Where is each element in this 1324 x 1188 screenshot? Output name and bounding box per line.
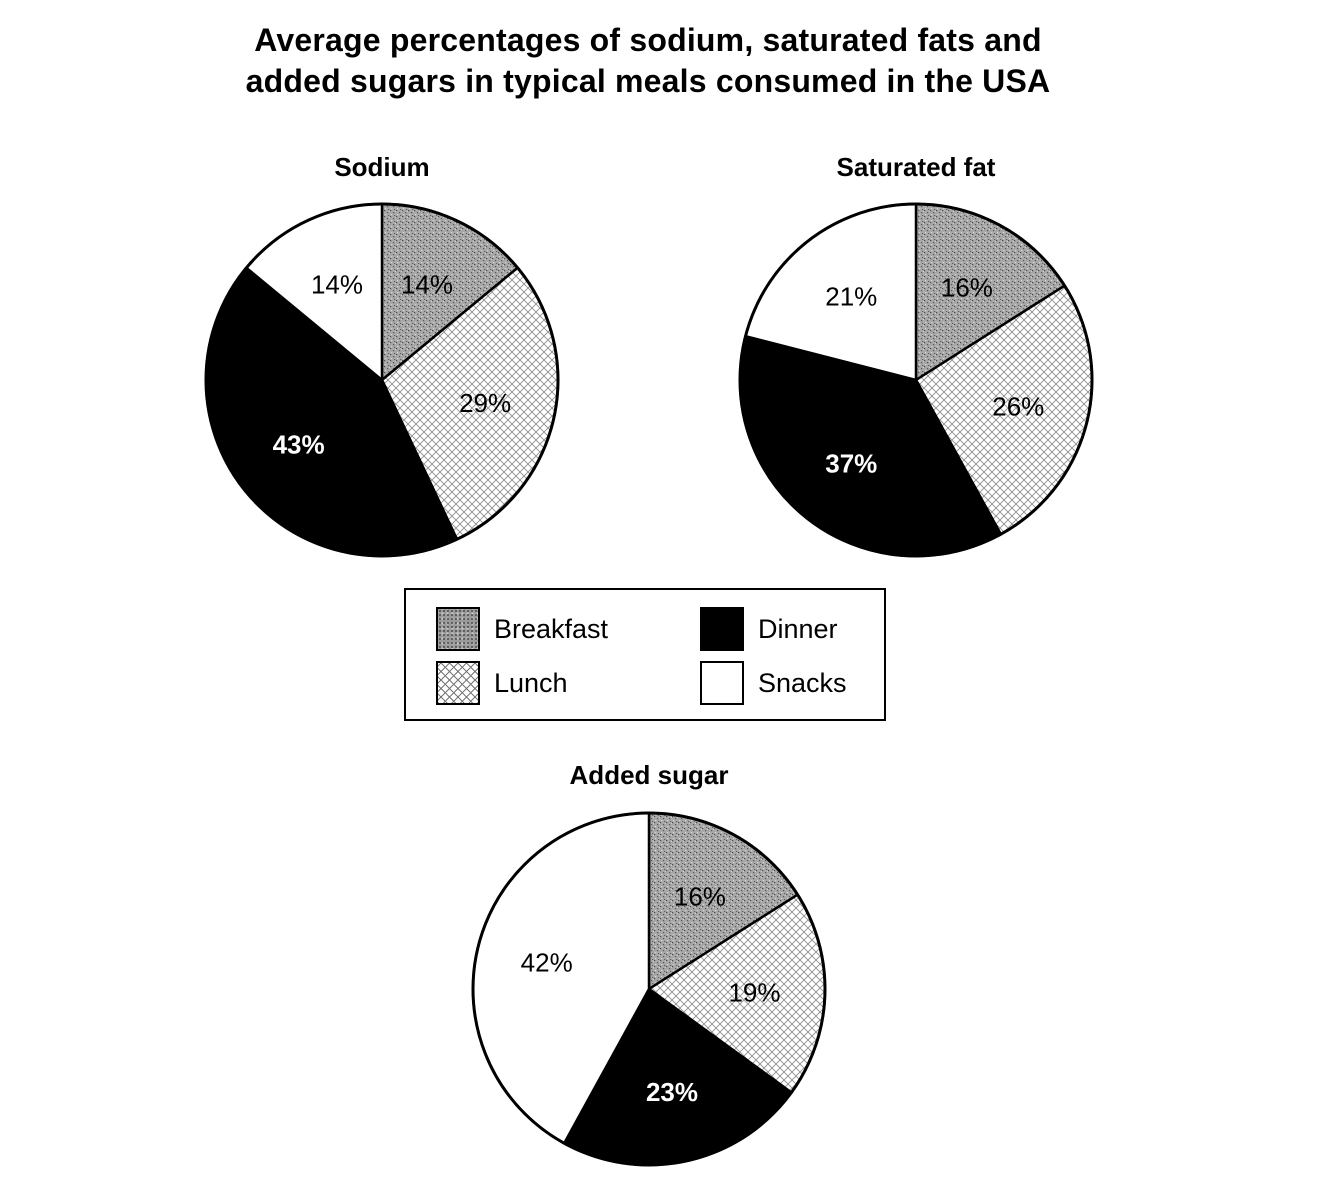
slice-label-added-sugar-snacks: 42% [521,948,573,978]
slice-label-added-sugar-dinner: 23% [646,1077,698,1107]
legend-label-dinner: Dinner [758,613,838,644]
slice-label-saturated-fat-snacks: 21% [825,282,877,312]
legend-label-breakfast: Breakfast [494,613,609,644]
legend: Breakfast Dinner Lunch Snacks [404,588,886,721]
legend-swatch-breakfast [436,607,480,651]
pie-outline-sodium [204,202,560,558]
legend-swatch-snacks [700,661,744,705]
slice-label-sodium-snacks: 14% [311,270,363,300]
legend-label-snacks: Snacks [758,667,847,698]
chart-title-line-1: Average percentages of sodium, saturated… [254,22,1042,58]
pie-saturated-fat: Saturated fat 16% 26% 37% 21% [738,152,1094,558]
slice-label-added-sugar-lunch: 19% [728,977,780,1007]
legend-item-snacks: Snacks [700,660,847,706]
legend-label-lunch: Lunch [494,667,568,698]
pie-title-added-sugar: Added sugar [570,760,729,790]
pie-title-saturated-fat: Saturated fat [837,152,996,182]
slice-label-sodium-dinner: 43% [273,430,325,460]
legend-item-breakfast: Breakfast [436,606,608,652]
pies-layer: Sodium 14% 29% 43% 14% Saturated fat 16% 26% 37%… [204,152,1094,1167]
slice-label-added-sugar-breakfast: 16% [674,882,726,912]
slice-label-sodium-breakfast: 14% [401,270,453,300]
chart-title-line-2: added sugars in typical meals consumed i… [245,63,1051,99]
pie-outline-saturated-fat [738,202,1094,558]
pie-outline-added-sugar [471,811,827,1167]
slice-label-saturated-fat-dinner: 37% [825,448,877,478]
chart-title: Average percentages of sodium, saturated… [0,20,1296,102]
legend-swatch-dinner [700,607,744,651]
legend-item-dinner: Dinner [700,606,838,652]
pie-added-sugar: Added sugar 16% 19% 23% 42% [471,760,827,1167]
slice-label-sodium-lunch: 29% [459,388,511,418]
slice-label-saturated-fat-breakfast: 16% [941,273,993,303]
legend-item-lunch: Lunch [436,660,568,706]
pie-title-sodium: Sodium [334,152,429,182]
slice-label-saturated-fat-lunch: 26% [992,391,1044,421]
legend-swatch-lunch [436,661,480,705]
pie-sodium: Sodium 14% 29% 43% 14% [204,152,560,558]
